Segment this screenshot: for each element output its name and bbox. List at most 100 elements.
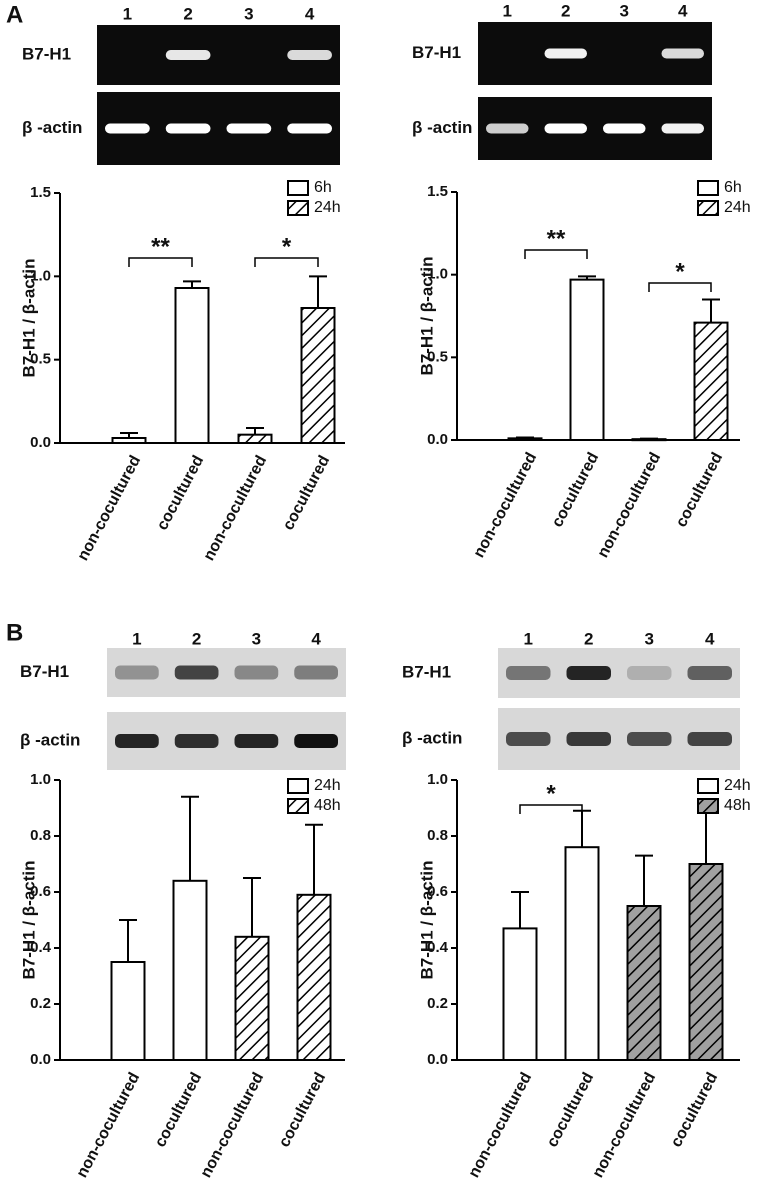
significance-bracket — [128, 257, 193, 267]
gel-band — [661, 48, 704, 59]
x-tick-label: non-cocultured — [201, 453, 271, 564]
gel-band — [115, 665, 159, 680]
gel-band — [287, 123, 332, 134]
panel-letter: B — [6, 619, 23, 646]
legend-label: 24h — [314, 199, 341, 216]
gel-band — [566, 732, 611, 746]
legend-swatch — [697, 200, 719, 216]
bar — [569, 278, 605, 442]
y-tick-label: 0.8 — [30, 827, 51, 844]
lane-number: 1 — [132, 629, 141, 648]
y-axis-label: B7-H1 / β-actin — [19, 258, 38, 377]
gel-row-label: B7-H1 — [20, 662, 69, 681]
lane-number: 2 — [584, 629, 593, 648]
y-tick-label: 0.0 — [30, 1051, 51, 1068]
y-tick-label: 0.0 — [30, 434, 51, 451]
gel-band — [687, 732, 732, 746]
y-axis-label: B7-H1 / β-actin — [19, 860, 38, 979]
lane-number: 2 — [192, 629, 201, 648]
gel-band — [226, 123, 272, 134]
gel-band — [506, 732, 551, 746]
lane-number: 3 — [244, 4, 253, 23]
gel-row-label: β -actin — [402, 728, 462, 747]
lane-number: 4 — [311, 629, 321, 648]
lane-number: 3 — [252, 629, 261, 648]
lane-number: 4 — [705, 629, 715, 648]
x-tick-label: cocultured — [544, 1070, 597, 1150]
x-tick-label: non-cocultured — [74, 1070, 144, 1181]
x-tick-label: non-cocultured — [595, 450, 665, 561]
x-tick-label: cocultured — [673, 450, 726, 530]
legend-label: 6h — [724, 179, 742, 196]
gel-row-label: B7-H1 — [402, 662, 451, 681]
lane-number: 4 — [305, 4, 315, 23]
legend-swatch — [697, 778, 719, 794]
gel-band — [174, 734, 219, 748]
gel-row-label: B7-H1 — [22, 44, 71, 63]
significance-label: ** — [547, 225, 566, 252]
bar — [234, 935, 270, 1061]
x-tick-label: cocultured — [549, 450, 602, 530]
gel-band — [661, 123, 704, 134]
y-tick-label: 0.5 — [427, 348, 448, 365]
gel-band — [603, 123, 646, 134]
y-tick-label: 0.6 — [30, 883, 51, 900]
lane-number: 4 — [678, 1, 688, 20]
y-axis-label: B7-H1 / β-actin — [417, 256, 436, 375]
gel-band — [544, 123, 587, 134]
gel-band — [234, 665, 279, 680]
y-tick-label: 0.2 — [427, 995, 448, 1012]
x-tick-label: cocultured — [154, 453, 207, 533]
bar — [110, 961, 146, 1061]
gel-band — [486, 123, 529, 134]
significance-bracket — [524, 249, 588, 259]
legend-swatch — [287, 200, 309, 216]
significance-label: * — [282, 233, 292, 260]
gel-band — [627, 666, 672, 680]
bar — [502, 927, 538, 1062]
x-tick-label: cocultured — [668, 1070, 721, 1150]
significance-bracket — [648, 282, 712, 292]
y-tick-label: 0.0 — [427, 431, 448, 448]
gel-image — [107, 648, 346, 697]
legend-swatch — [287, 798, 309, 814]
gel-band — [627, 732, 672, 746]
gel-band — [294, 734, 338, 748]
bar — [111, 437, 147, 444]
y-tick-label: 0.4 — [427, 939, 449, 956]
legend-swatch — [697, 798, 719, 814]
gel-row-label: β -actin — [22, 118, 82, 137]
significance-label: ** — [151, 233, 170, 260]
y-tick-label: 1.0 — [427, 266, 448, 283]
y-tick-label: 0.0 — [427, 1051, 448, 1068]
lane-number: 3 — [645, 629, 654, 648]
bar — [237, 433, 273, 444]
legend-label: 24h — [314, 777, 341, 794]
legend-swatch — [287, 180, 309, 196]
significance-bracket — [519, 804, 583, 814]
gel-row-label: B7-H1 — [412, 43, 461, 62]
legend-label: 48h — [724, 797, 751, 814]
lane-number: 1 — [524, 629, 533, 648]
y-axis-label: B7-H1 / β-actin — [417, 860, 436, 979]
x-tick-label: cocultured — [276, 1070, 329, 1150]
y-tick-label: 1.0 — [427, 771, 448, 788]
gel-band — [287, 50, 332, 60]
y-tick-label: 0.4 — [30, 939, 52, 956]
y-tick-label: 0.6 — [427, 883, 448, 900]
lane-number: 2 — [183, 4, 192, 23]
lane-number: 2 — [561, 1, 570, 20]
y-tick-label: 1.5 — [30, 184, 51, 201]
bar — [626, 905, 662, 1061]
gel-band — [506, 666, 551, 680]
y-tick-label: 1.5 — [427, 183, 448, 200]
gel-band — [687, 666, 732, 680]
lane-number: 1 — [503, 1, 512, 20]
y-tick-label: 1.0 — [30, 267, 51, 284]
bar — [564, 846, 600, 1062]
y-tick-label: 1.0 — [30, 771, 51, 788]
x-tick-label: non-cocultured — [466, 1070, 536, 1181]
gel-band — [544, 48, 587, 59]
gel-band — [294, 665, 338, 680]
